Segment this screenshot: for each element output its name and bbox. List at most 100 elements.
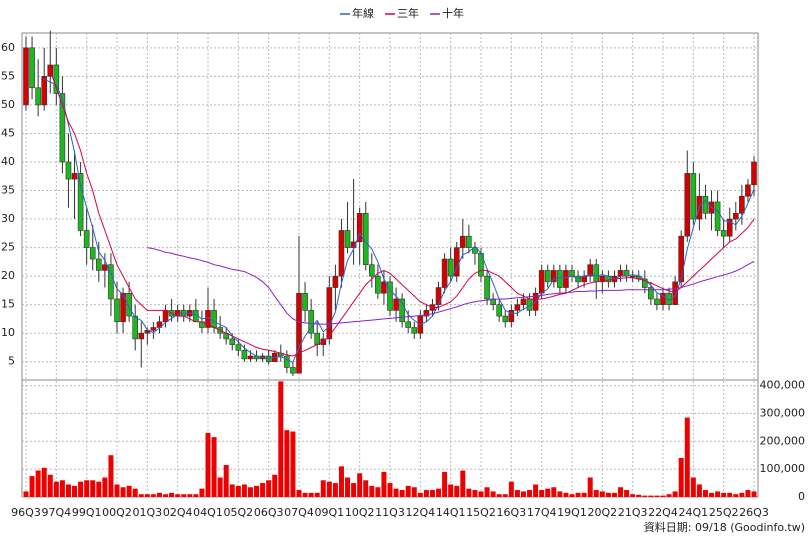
volume-bar <box>132 488 138 497</box>
ma-line <box>43 78 755 363</box>
candle-body <box>29 47 35 89</box>
candle-body <box>41 76 48 106</box>
volume-bar <box>709 492 715 497</box>
volume-bar <box>338 466 344 497</box>
volume-bar <box>247 487 253 497</box>
volume-bar <box>114 484 120 497</box>
candle-body <box>326 287 333 340</box>
candle-body <box>520 298 527 305</box>
candle-body <box>751 161 757 186</box>
y2-tick-label: 0 <box>798 490 805 503</box>
volume-bar <box>72 485 78 497</box>
volume-bar <box>332 483 338 497</box>
candle-body <box>702 195 709 214</box>
candle-body <box>302 292 308 311</box>
volume-bar <box>156 492 162 497</box>
candle-body <box>490 298 496 305</box>
volume-bar <box>296 490 302 497</box>
candle-body <box>441 258 448 288</box>
candle-body <box>629 275 636 278</box>
volume-bar <box>411 487 417 497</box>
volume-bar <box>557 491 563 497</box>
candle-body <box>211 310 217 328</box>
candle-body <box>720 230 727 237</box>
x-tick-label: 26Q3 <box>739 506 769 519</box>
x-tick-label: 02Q4 <box>163 506 193 519</box>
volume-bar <box>357 473 363 497</box>
x-tick-label: 07Q4 <box>284 506 314 519</box>
volume-bar <box>260 483 266 497</box>
candle-body <box>59 93 66 163</box>
candle-body <box>538 270 545 294</box>
x-tick-label: 01Q3 <box>133 506 163 519</box>
candle-body <box>599 275 606 283</box>
volume-bar <box>666 494 672 497</box>
volume-bar <box>320 480 326 497</box>
y-tick-label: 55 <box>1 69 15 82</box>
candle-body <box>314 332 321 345</box>
x-tick-label: 14Q1 <box>436 506 466 519</box>
volume-bar <box>302 492 308 497</box>
candle-body <box>399 298 405 323</box>
volume-bar <box>636 494 642 497</box>
candle-body <box>678 235 685 283</box>
candle-body <box>338 230 345 277</box>
volume-bar <box>611 492 617 497</box>
candle-body <box>290 367 296 374</box>
candle-body <box>648 287 654 300</box>
candle-body <box>405 321 412 328</box>
volume-bar <box>618 487 624 497</box>
volume-bar <box>47 474 53 497</box>
volume-bar <box>696 484 702 497</box>
volume-bar <box>235 485 241 497</box>
volume-bar <box>702 490 708 497</box>
ma-line <box>49 70 755 357</box>
volume-bar <box>375 487 381 497</box>
candle-body <box>411 327 418 334</box>
candle-body <box>550 270 557 283</box>
volume-bar <box>551 487 557 497</box>
volume-bar <box>181 494 187 497</box>
volume-bar <box>514 490 520 497</box>
volume-bar <box>678 458 684 497</box>
candle-body <box>120 292 126 323</box>
candle-body <box>296 292 302 374</box>
candle-body <box>53 64 60 94</box>
y-tick-label: 15 <box>1 298 15 311</box>
volume-bar <box>745 490 751 497</box>
candle-body <box>654 298 660 305</box>
volume-bar <box>533 484 539 497</box>
x-tick-label: 12Q4 <box>406 506 436 519</box>
volume-bar <box>605 492 611 497</box>
x-tick-label: 21Q3 <box>618 506 648 519</box>
y-tick-label: 30 <box>1 212 15 225</box>
y-tick-label: 40 <box>1 155 15 168</box>
candle-body <box>714 201 721 231</box>
candle-body <box>544 270 551 283</box>
candle-body <box>508 310 515 323</box>
x-tick-label: 96Q3 <box>11 506 41 519</box>
volume-bar <box>423 490 429 497</box>
volume-bar <box>84 480 90 497</box>
candle-body <box>235 344 242 351</box>
volume-bar <box>442 471 448 497</box>
volume-bar <box>624 490 630 497</box>
candle-body <box>381 281 387 294</box>
volume-bar <box>466 488 472 497</box>
x-tick-label: 06Q3 <box>254 506 284 519</box>
volume-bar <box>29 476 35 497</box>
volume-bar <box>65 484 71 497</box>
candle-body <box>162 310 169 323</box>
volume-bar <box>539 490 545 497</box>
x-tick-label: 22Q4 <box>648 506 678 519</box>
volume-bar <box>502 494 508 497</box>
candle-body <box>356 213 363 243</box>
candle-body <box>71 173 78 180</box>
candle-body <box>484 275 490 300</box>
volume-bar <box>478 491 484 497</box>
volume-bar <box>545 488 551 497</box>
volume-bar <box>138 494 144 497</box>
candle-body <box>332 275 339 288</box>
volume-bar <box>59 480 65 497</box>
